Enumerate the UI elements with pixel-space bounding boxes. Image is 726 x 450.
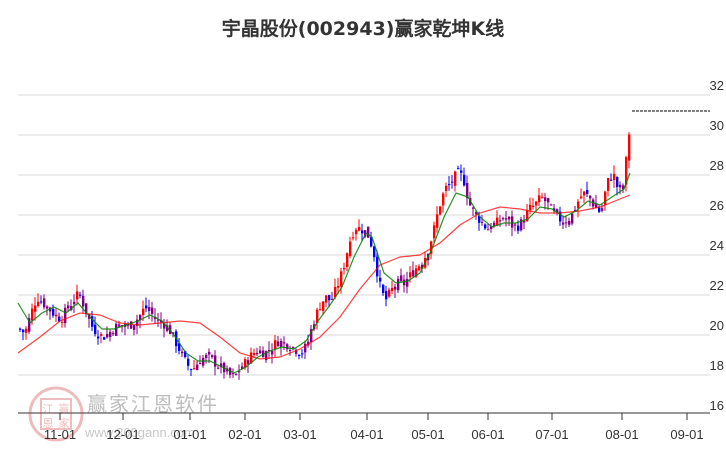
x-tick-label: 09-01 bbox=[670, 427, 704, 442]
x-tick-label: 03-01 bbox=[283, 427, 317, 442]
y-tick-label: 28 bbox=[709, 158, 724, 173]
watermark-logo: 江 赢 恩 家 bbox=[28, 386, 84, 447]
x-tick-label: 04-01 bbox=[350, 427, 384, 442]
y-tick-label: 26 bbox=[709, 198, 724, 213]
x-tick-label: 05-01 bbox=[411, 427, 445, 442]
ma-long-line bbox=[17, 194, 631, 360]
y-tick-label: 20 bbox=[709, 318, 724, 333]
x-tick-label: 12-01 bbox=[106, 427, 140, 442]
svg-text:家: 家 bbox=[59, 416, 70, 430]
x-tick-label: 02-01 bbox=[228, 427, 262, 442]
y-tick-label: 32 bbox=[709, 78, 724, 93]
watermark-url: www.360gann.com bbox=[85, 425, 195, 440]
x-axis-ticks bbox=[59, 413, 688, 420]
watermark-name: 赢家江恩软件 bbox=[87, 392, 219, 416]
grid-lines bbox=[18, 94, 710, 376]
x-tick-label: 07-01 bbox=[535, 427, 569, 442]
y-tick-label: 24 bbox=[709, 238, 724, 253]
x-tick-label: 11-01 bbox=[43, 427, 77, 442]
chart-title: 宇晶股份(002943)赢家乾坤K线 bbox=[221, 18, 505, 40]
candlesticks bbox=[19, 132, 631, 380]
x-tick-label: 08-01 bbox=[605, 427, 639, 442]
x-tick-label: 01-01 bbox=[173, 427, 207, 442]
svg-text:江: 江 bbox=[43, 403, 54, 416]
x-tick-label: 06-01 bbox=[471, 427, 505, 442]
y-tick-label: 30 bbox=[709, 118, 724, 133]
ma-short-line bbox=[17, 172, 631, 374]
y-tick-label: 18 bbox=[709, 358, 724, 373]
svg-text:赢: 赢 bbox=[59, 402, 70, 416]
y-tick-label: 16 bbox=[709, 398, 724, 413]
svg-text:恩: 恩 bbox=[43, 417, 54, 430]
y-tick-label: 22 bbox=[709, 278, 724, 293]
